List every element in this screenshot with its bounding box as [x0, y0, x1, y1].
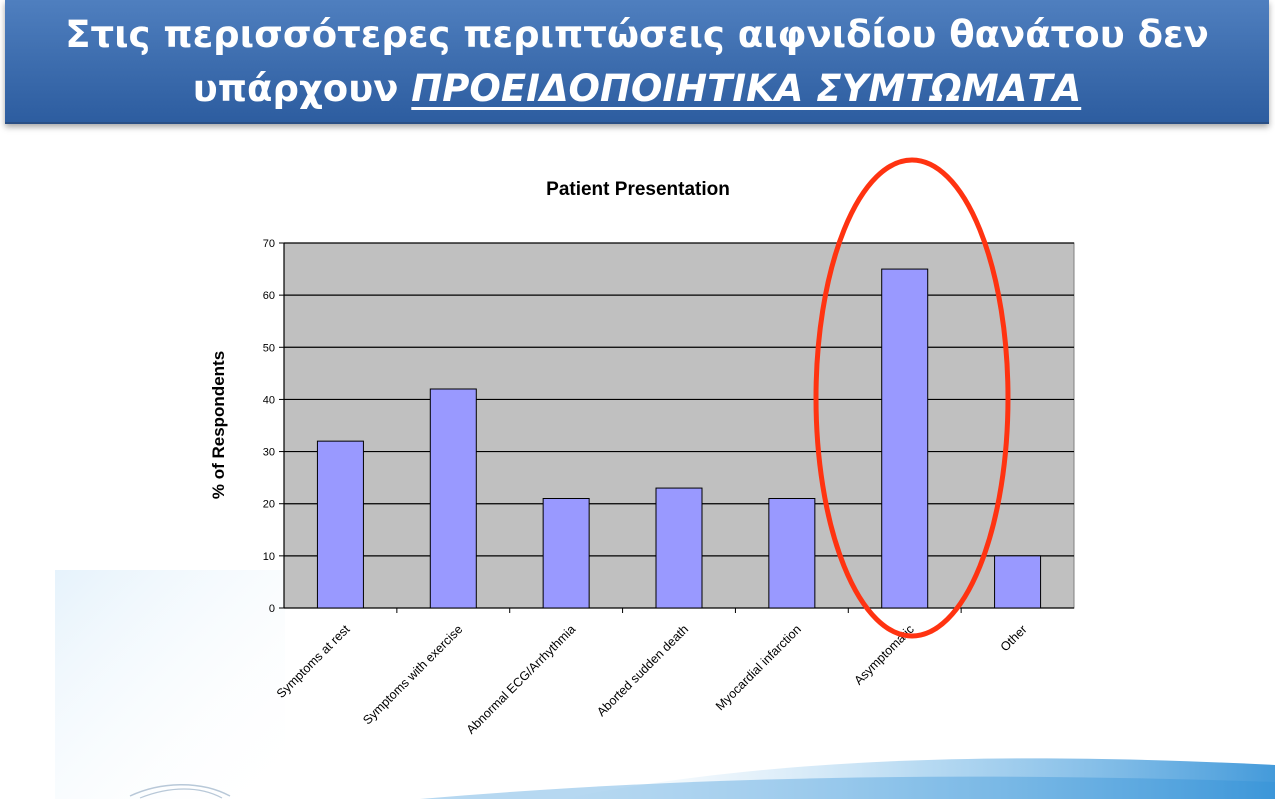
bar-5: [768, 498, 816, 609]
x-tick-label: Symptoms with exercise: [360, 622, 465, 727]
y-axis-label: % of Respondents: [209, 351, 228, 499]
y-tick-label: 30: [263, 447, 275, 459]
y-tick-label: 20: [263, 499, 275, 511]
slide-title-emphasis: ΠΡΟΕΙΔΟΠΟΙΗΤΙΚΑ ΣΥΜΤΩΜΑΤΑ: [411, 67, 1082, 110]
y-tick-label: 40: [263, 394, 275, 406]
x-tick-label: Symptoms at rest: [274, 622, 353, 701]
bar-6: [881, 268, 929, 609]
x-tick-label: Abnormal ECG/Arrhythmia: [464, 622, 579, 737]
y-tick-label: 70: [263, 238, 275, 250]
slide-title-line-2: υπάρχουν ΠΡΟΕΙΔΟΠΟΙΗΤΙΚΑ ΣΥΜΤΩΜΑΤΑ: [5, 62, 1269, 116]
bar-4: [655, 487, 703, 609]
bar-1: [316, 440, 364, 609]
bar-7: [994, 555, 1042, 609]
bar-2: [429, 388, 477, 609]
y-tick-label: 0: [269, 603, 275, 615]
y-tick-label: 50: [263, 342, 275, 354]
slide-title-line-1: Στις περισσότερες περιπτώσεις αιφνιδίου …: [65, 13, 1209, 56]
chart-title: Patient Presentation: [546, 179, 730, 200]
plot-area: 0 10 20 30 40 50 60 70 Symptoms at rest Symptoms …: [263, 238, 1075, 737]
x-tick-label: Asymptomatic: [851, 622, 916, 687]
bar-3: [542, 498, 590, 609]
x-tick-label: Myocardial infarction: [713, 622, 804, 713]
y-tick-label: 10: [263, 551, 275, 563]
slide-title: Στις περισσότερες περιπτώσεις αιφνιδίου …: [5, 0, 1269, 124]
y-tick-label: 60: [263, 290, 275, 302]
slide-title-line-2-plain: υπάρχουν: [192, 67, 412, 110]
highlight-ellipse: [813, 157, 1011, 639]
x-tick-label: Other: [998, 622, 1030, 654]
x-tick-label: Aborted sudden death: [594, 622, 691, 719]
